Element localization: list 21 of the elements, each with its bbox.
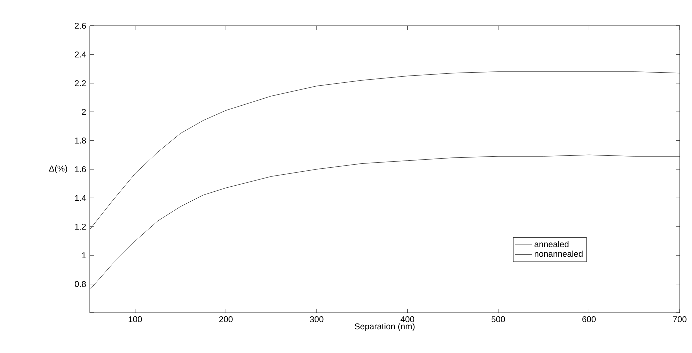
x-tick-label: 100 — [128, 316, 142, 323]
y-tick-label: 2.4 — [75, 52, 86, 58]
y-tick-label: 1 — [82, 252, 86, 259]
y-tick-label: 1.8 — [75, 138, 86, 144]
y-tick-label: 2 — [82, 109, 86, 116]
legend-label: annealed — [534, 241, 569, 248]
y-tick-label: 1.2 — [75, 224, 86, 230]
x-tick-label: 600 — [582, 316, 596, 323]
x-tick-label: 700 — [673, 316, 687, 323]
y-tick-label: 1.4 — [75, 195, 86, 202]
x-tick-label: 500 — [492, 316, 506, 323]
x-tick-label: 300 — [310, 316, 324, 323]
legend-label: nonannealed — [534, 250, 583, 258]
y-tick-label: 0.8 — [75, 281, 86, 288]
y-tick-label: 2.6 — [75, 23, 86, 29]
y-tick-label: 2.2 — [75, 80, 86, 86]
x-tick-label: 200 — [220, 316, 233, 323]
x-axis-title: Separation (nm) — [355, 323, 415, 332]
y-tick-label: 1.6 — [75, 166, 86, 172]
x-tick-label: 400 — [400, 316, 414, 323]
y-axis-title: Δ(%) — [49, 166, 68, 174]
